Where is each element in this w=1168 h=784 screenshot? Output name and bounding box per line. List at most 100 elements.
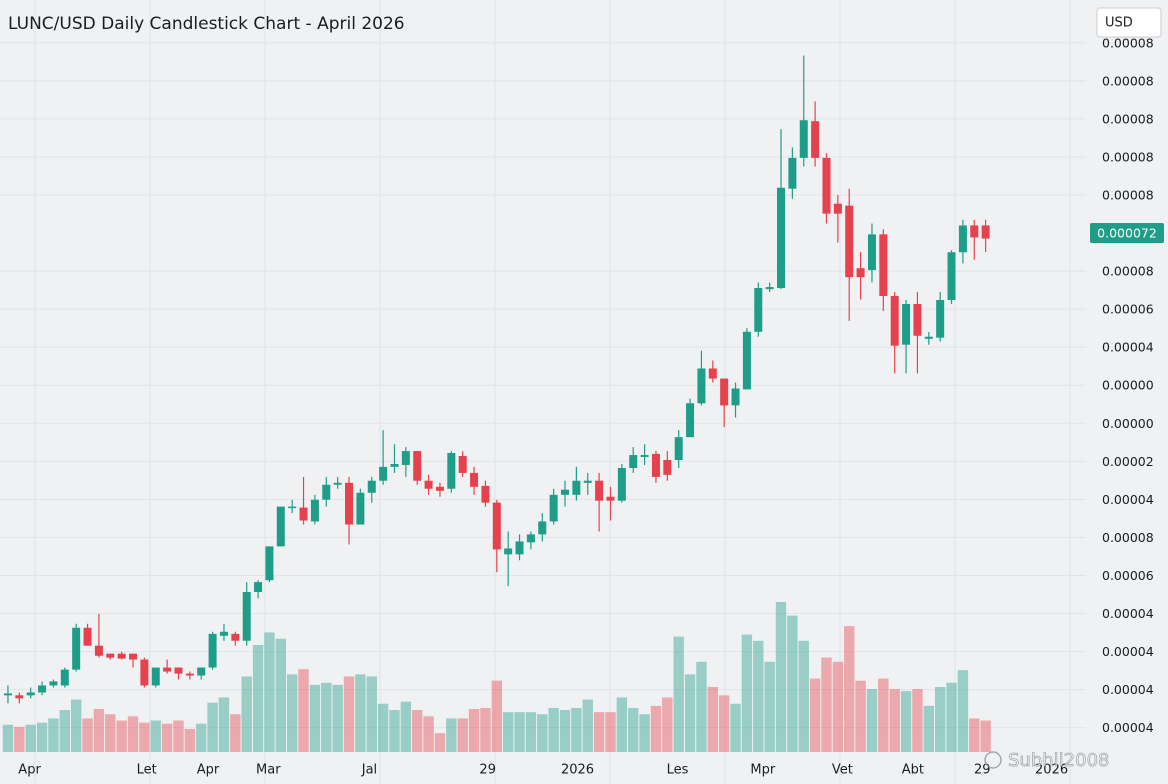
volume-bar bbox=[343, 676, 355, 752]
candle-body bbox=[742, 331, 751, 390]
volume-bar bbox=[900, 691, 912, 752]
candle-body bbox=[902, 304, 911, 345]
candle-body bbox=[310, 499, 319, 522]
candle-body bbox=[38, 685, 47, 693]
volume-bar bbox=[355, 674, 366, 752]
candle-body bbox=[981, 225, 990, 239]
candle-body bbox=[492, 502, 501, 550]
y-tick-label: 0.00004 bbox=[1102, 682, 1154, 697]
candle-body bbox=[606, 496, 615, 501]
volume-bar bbox=[855, 680, 866, 752]
x-tick-label: Vet bbox=[832, 763, 853, 778]
volume-bar bbox=[798, 640, 809, 752]
volume-bar bbox=[184, 728, 196, 752]
volume-bar bbox=[571, 707, 582, 752]
volume-bar bbox=[59, 710, 70, 752]
volume-bar bbox=[14, 726, 25, 752]
volume-bar bbox=[628, 707, 639, 752]
volume-bar bbox=[673, 636, 684, 752]
candle-body bbox=[561, 489, 570, 495]
volume-bar bbox=[844, 626, 855, 752]
candle-body bbox=[15, 695, 24, 699]
volume-bar bbox=[548, 707, 559, 752]
currency-box[interactable] bbox=[1096, 7, 1162, 38]
candle-body bbox=[185, 673, 194, 676]
candle-body bbox=[629, 455, 638, 468]
volume-bar bbox=[298, 669, 309, 752]
volume-bar bbox=[514, 712, 525, 752]
volume-bar bbox=[696, 661, 707, 752]
volume-bar bbox=[923, 705, 934, 752]
volume-bar bbox=[332, 684, 343, 752]
watermark: Subhii2008 bbox=[1008, 750, 1109, 771]
y-tick-label: 0.00008 bbox=[1102, 530, 1154, 545]
candle-body bbox=[708, 368, 717, 379]
candle-body bbox=[481, 485, 490, 503]
volume-bar bbox=[457, 718, 468, 752]
volume-bar bbox=[286, 674, 298, 752]
candle-body bbox=[322, 484, 331, 500]
volume-bar bbox=[196, 723, 207, 752]
x-tick-label: Apr bbox=[197, 763, 220, 778]
volume-bar bbox=[866, 689, 878, 752]
volume-bar bbox=[150, 720, 161, 752]
candle-body bbox=[947, 252, 956, 301]
volume-bar bbox=[36, 722, 48, 752]
candle-body bbox=[583, 480, 592, 483]
candle-body bbox=[958, 225, 967, 253]
candle-body bbox=[129, 653, 138, 660]
y-tick-label: 0.00000 bbox=[1102, 378, 1154, 393]
volume-bar bbox=[662, 697, 673, 752]
y-tick-label: 0.00004 bbox=[1102, 606, 1154, 621]
chart-title: LUNC/USD Daily Candlestick Chart - April… bbox=[8, 14, 405, 34]
volume-bar bbox=[582, 699, 593, 752]
volume-bar bbox=[48, 718, 59, 752]
volume-bar bbox=[230, 714, 241, 752]
candle-body bbox=[356, 492, 365, 525]
currency-label[interactable]: USD bbox=[1105, 16, 1133, 31]
candle-body bbox=[424, 480, 433, 489]
y-tick-label: 0.00000 bbox=[1102, 416, 1154, 431]
candle-body bbox=[549, 494, 558, 522]
volume-layer bbox=[2, 602, 991, 752]
volume-bar bbox=[127, 716, 139, 752]
candle-body bbox=[163, 667, 172, 672]
x-tick-label: 2026 bbox=[561, 763, 594, 778]
volume-bar bbox=[423, 716, 434, 752]
volume-bar bbox=[889, 689, 900, 752]
x-tick-label: Jal bbox=[361, 763, 377, 778]
y-tick-label: 0.00008 bbox=[1102, 187, 1154, 202]
candle-body bbox=[72, 627, 81, 670]
candle-body bbox=[140, 659, 149, 686]
candle-body bbox=[515, 541, 524, 555]
y-tick-label: 0.00004 bbox=[1102, 720, 1154, 735]
x-tick-label: Let bbox=[137, 763, 157, 778]
x-tick-label: Abt bbox=[902, 763, 924, 778]
y-tick-label: 0.00006 bbox=[1102, 568, 1154, 583]
y-tick-label: 0.00008 bbox=[1102, 35, 1154, 50]
volume-bar bbox=[537, 714, 548, 752]
axis-layer: 0.00008 0.00008 0.00008 0.00008 0.00008 0.000… bbox=[18, 35, 1164, 778]
volume-bar bbox=[753, 640, 764, 752]
candle-body bbox=[754, 288, 763, 332]
candle-body bbox=[856, 268, 865, 278]
candle-body bbox=[765, 287, 774, 290]
candle-body bbox=[242, 592, 251, 641]
candle-body bbox=[49, 681, 58, 686]
volume-bar bbox=[412, 710, 423, 752]
candle-body bbox=[401, 451, 410, 465]
volume-bar bbox=[252, 645, 264, 752]
candle-body bbox=[538, 521, 547, 535]
volume-bar bbox=[764, 661, 775, 752]
x-tick-label: Mpr bbox=[750, 763, 775, 778]
candle-body bbox=[26, 692, 35, 696]
volume-bar bbox=[264, 632, 275, 752]
candle-body bbox=[526, 534, 535, 543]
candle-body bbox=[777, 187, 786, 289]
y-tick-label: 0.00008 bbox=[1102, 149, 1154, 164]
candle-body bbox=[470, 472, 479, 487]
volume-bar bbox=[93, 708, 105, 752]
price-tag-label: 0.000072 bbox=[1097, 226, 1157, 241]
candle-body bbox=[890, 296, 899, 346]
